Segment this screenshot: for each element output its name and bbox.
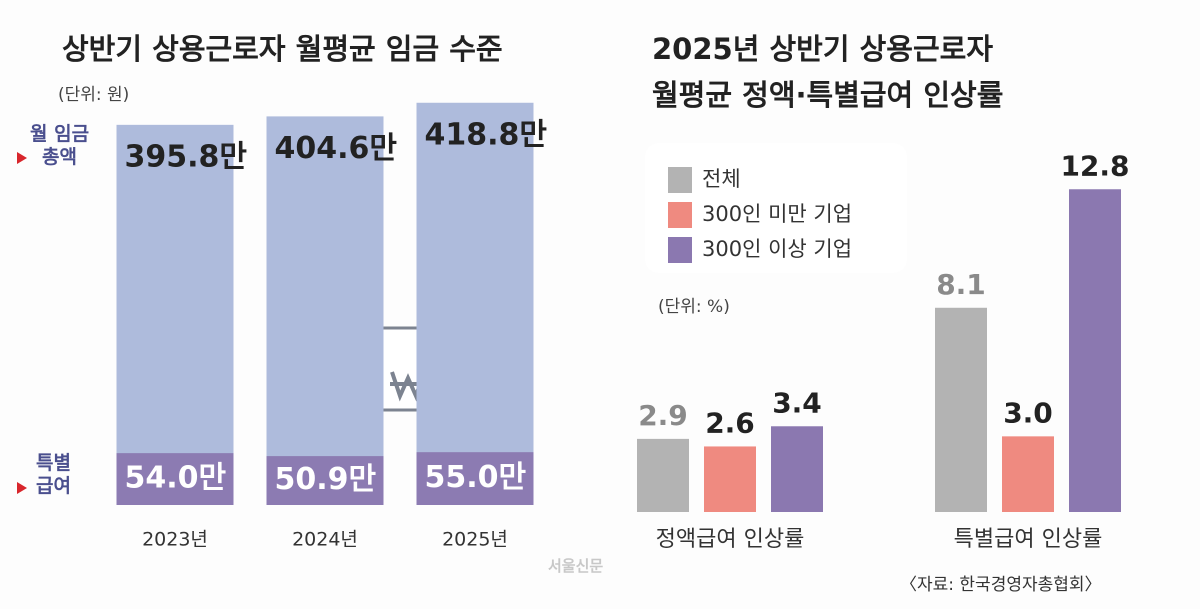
x-tick-label: 2025년 [442,529,508,551]
value-label: 3.4 [772,386,822,419]
bar [416,102,534,506]
chart-title: 2025년 상반기 상용근로자 월평균 정액·특별급여 인상률 [652,32,1004,112]
legend-swatch [668,237,692,263]
value-label: 395.8만 [125,139,248,174]
legend-swatch [668,202,692,228]
x-tick-label: 특별급여 인상률 [954,527,1103,552]
value-label: 3.0 [1003,396,1053,429]
value-label: 50.9만 [275,462,377,497]
bar [1069,189,1121,512]
legend-swatch [668,167,692,193]
legend-box [645,143,907,273]
bar [416,452,534,505]
bar [116,124,234,506]
value-label: 55.0만 [425,460,527,495]
bar [771,426,823,512]
chart-title: 상반기 상용근로자 월평균 임금 수준 [62,32,503,66]
bar [266,116,384,505]
x-tick-label: 2023년 [142,529,208,551]
value-label: 12.8 [1060,149,1129,182]
pointer [17,482,27,494]
series-label: 월 임금 총액 [30,123,90,168]
bar [266,456,384,505]
value-label: 54.0만 [125,461,227,496]
legend-label: 300인 미만 기업 [702,202,852,226]
legend-label: 전체 [702,167,741,191]
bar [935,307,987,512]
bar [1002,436,1054,512]
value-label: 2.6 [705,406,755,439]
series-label: 특별 급여 [36,452,71,497]
x-tick-label: 정액급여 인상률 [656,527,805,552]
value-label: 8.1 [936,268,986,301]
x-tick-label: 2024년 [292,529,358,551]
unit: (단위: 원) [58,85,130,105]
value-label: 404.6만 [275,131,398,166]
watermark: 서울신문 [548,557,604,575]
source: 〈자료: 한국경영자총협회〉 [900,575,1102,595]
bar [704,446,756,512]
legend-label: 300인 이상 기업 [702,237,852,261]
unit: (단위: %) [658,297,730,317]
pointer [17,152,27,164]
bar [637,438,689,512]
value-label: 2.9 [638,399,688,432]
bar [116,453,234,505]
value-label: 418.8만 [425,117,548,152]
